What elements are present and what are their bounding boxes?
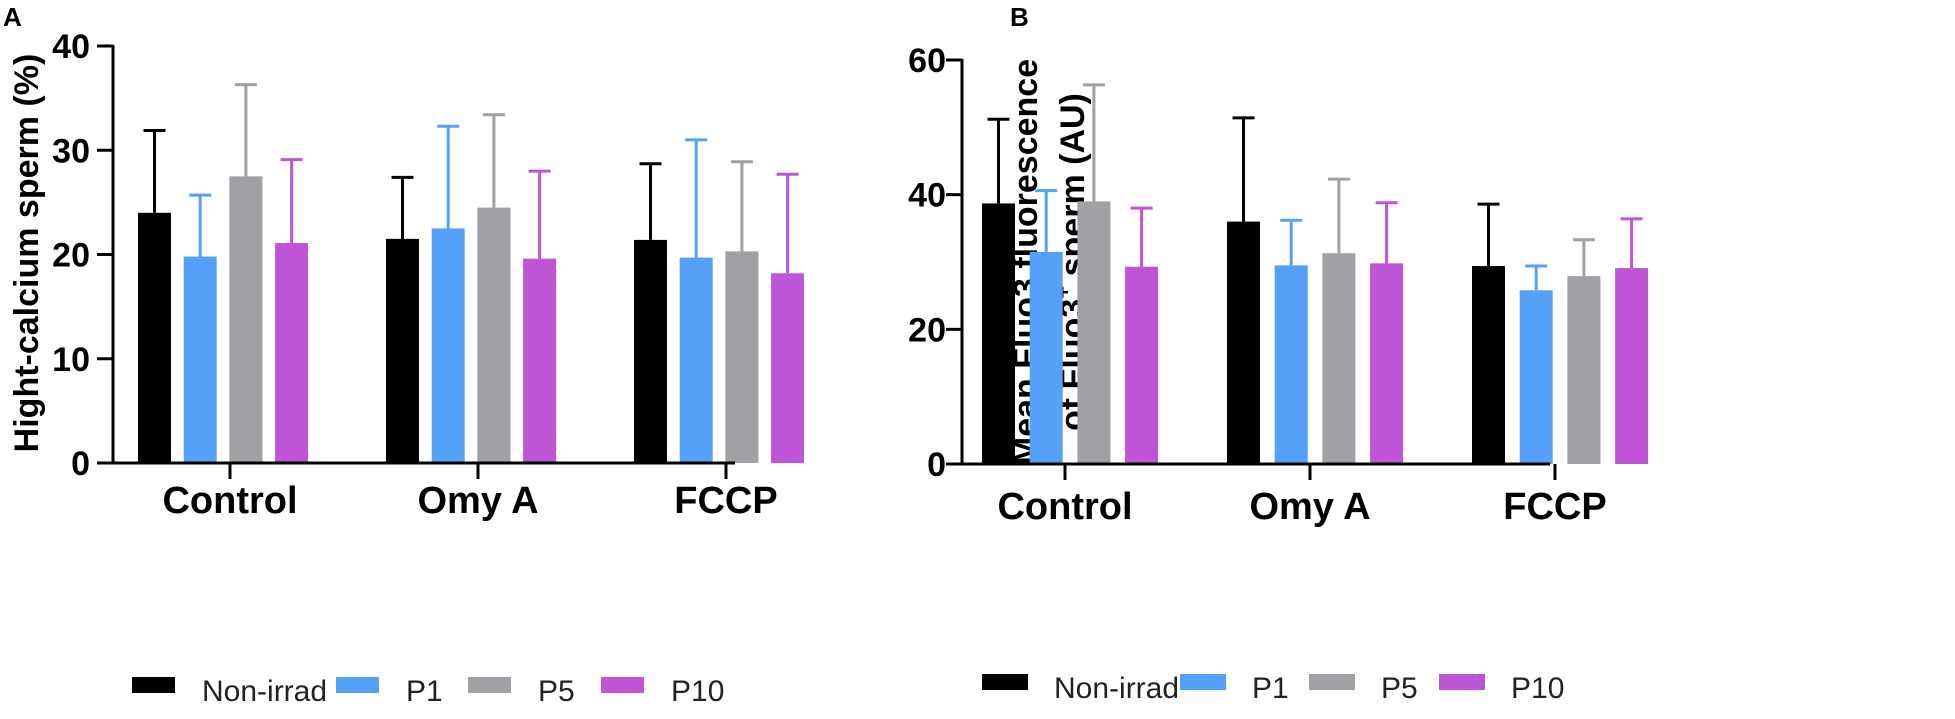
panel-b-plot-area: Control Omy A FCCP 0 20 40 60 <box>908 42 1649 528</box>
panel-a-category-label: Omy A <box>417 480 538 522</box>
panel-a-legend-swatch-non_irrad <box>132 677 175 693</box>
panel-a-category-label: Control <box>162 480 297 522</box>
panel-a-bar-control-p5 <box>229 176 263 463</box>
panel-a-bar-control-p1 <box>183 256 217 463</box>
panel-b-legend-label-non_irrad: Non-irrad <box>1054 672 1179 705</box>
panel-a-letter: A <box>3 2 22 32</box>
panel-a-legend-swatch-p10 <box>601 677 644 693</box>
panel-b-legend-label-p5: P5 <box>1381 672 1418 705</box>
panel-b-legend-swatch-non_irrad <box>982 674 1028 690</box>
panel-a-legend-label-p5: P5 <box>538 675 575 708</box>
panel-a-legend-label-p1: P1 <box>406 675 443 708</box>
panel-a-bar-omy-a-p5 <box>477 207 511 463</box>
panel-a-category-label: FCCP <box>674 480 777 522</box>
panel-a-bar-omy-a-p10 <box>523 258 557 463</box>
panel-a-y-tick-label: 30 <box>52 132 90 170</box>
panel-a-legend-label-p10: P10 <box>671 675 724 708</box>
panel-a-bar-control-non-irrad <box>138 212 171 463</box>
panel-a-bar-control-p10 <box>275 243 309 463</box>
panel-b-legend-swatch-p10 <box>1439 674 1485 690</box>
panel-b-y-tick-label: 0 <box>927 446 946 484</box>
panel-b-legend-swatch-p5 <box>1309 674 1355 690</box>
panel-b-letter: B <box>1010 2 1029 32</box>
panel-a-bar-fccp-p5 <box>725 251 759 463</box>
panel-a-y-axis-title: Hight-calcium sperm (%) <box>8 54 46 453</box>
panel-b-category-label: FCCP <box>1503 486 1606 528</box>
panel-b-bar-control-non-irrad <box>982 203 1015 465</box>
panel-a-bar-fccp-p10 <box>771 273 805 463</box>
panel-b-bar-omy-a-p10 <box>1370 263 1404 464</box>
panel-b-bar-control-p1 <box>1029 251 1063 464</box>
panel-b-legend-label-p1: P1 <box>1252 672 1289 705</box>
panel-b-bar-control-p10 <box>1125 266 1159 464</box>
panel-a-bar-fccp-p1 <box>679 257 713 463</box>
panel-a-y-tick-label: 20 <box>52 237 90 275</box>
panel-a-bar-fccp-non-irrad <box>634 239 667 463</box>
panel-b-bar-omy-a-non-irrad <box>1227 221 1260 464</box>
panel-b-bar-fccp-p10 <box>1615 268 1649 464</box>
panel-b: B Mean Fluo3 fluorescence of Fluo3+ sper… <box>908 2 1649 528</box>
panel-a-legend-label-non_irrad: Non-irrad <box>202 675 327 708</box>
panel-a-bar-omy-a-p1 <box>431 228 465 463</box>
panel-b-category-label: Control <box>997 486 1132 528</box>
panel-b-legend-swatch-p1 <box>1180 674 1226 690</box>
panel-b-bar-fccp-non-irrad <box>1472 266 1505 464</box>
panel-b-bar-omy-a-p1 <box>1274 265 1308 464</box>
panel-a-legend: Non-irrad P1 P5 P10 <box>132 675 724 708</box>
panel-b-y-tick-label: 40 <box>908 177 946 215</box>
panel-a-y-axis-label: Hight-calcium sperm (%) <box>8 54 46 453</box>
panel-b-legend-label-p10: P10 <box>1511 672 1564 705</box>
panel-b-y-tick-label: 60 <box>908 42 946 80</box>
panel-b-bar-omy-a-p5 <box>1322 253 1356 464</box>
panel-a-plot-area: Control Omy A FCCP 0 10 20 30 40 <box>52 28 805 522</box>
panel-a-bar-omy-a-non-irrad <box>386 238 419 463</box>
panel-a: A Hight-calcium sperm (%) Control Omy A FC… <box>3 2 805 522</box>
panel-b-bar-control-p5 <box>1077 201 1111 464</box>
panel-a-y-tick-label: 0 <box>71 445 90 483</box>
panel-b-bar-fccp-p1 <box>1519 290 1553 464</box>
panel-b-category-label: Omy A <box>1249 486 1370 528</box>
panel-b-bar-fccp-p5 <box>1567 276 1601 464</box>
panel-a-y-tick-label: 10 <box>52 341 90 379</box>
panel-a-y-tick-label: 40 <box>52 28 90 66</box>
panel-b-legend: Non-irrad P1 P5 P10 <box>982 672 1564 705</box>
panel-a-legend-swatch-p5 <box>468 677 511 693</box>
panel-b-y-tick-label: 20 <box>908 311 946 349</box>
panel-a-legend-swatch-p1 <box>336 677 379 693</box>
